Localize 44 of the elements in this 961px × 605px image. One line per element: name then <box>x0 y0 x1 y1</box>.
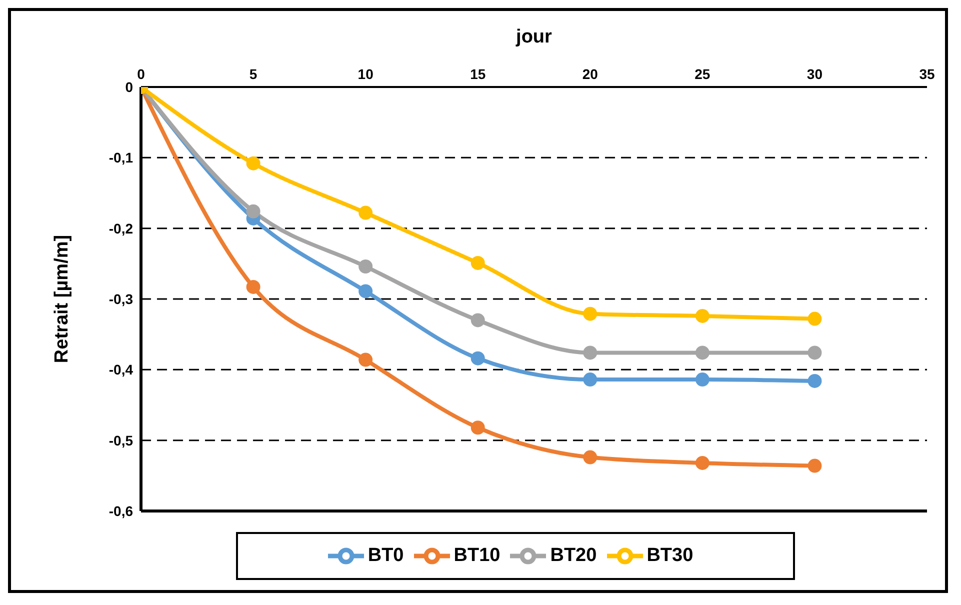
point <box>246 156 260 170</box>
point <box>808 312 822 326</box>
point <box>358 206 373 220</box>
point <box>808 458 822 473</box>
legend-label: BT20 <box>550 545 597 566</box>
point <box>246 204 260 218</box>
point <box>583 450 598 464</box>
point <box>695 346 710 360</box>
point <box>808 346 822 360</box>
point <box>695 456 710 470</box>
y-tick-label: -0,6 <box>108 502 134 519</box>
y-tick-label: -0,1 <box>108 150 134 166</box>
y-tick-label: -0,4 <box>108 362 134 378</box>
x-tick-label: 10 <box>358 66 374 82</box>
legend-label: BT10 <box>454 545 500 566</box>
y-tick-label: -0,3 <box>108 290 134 307</box>
x-tick-label: 20 <box>582 66 598 82</box>
x-tick-label: 35 <box>919 66 935 82</box>
x-tick-label: 5 <box>249 66 258 82</box>
x-tick-label: 0 <box>137 66 146 82</box>
y-tick-label: -0,2 <box>108 220 134 236</box>
point <box>583 346 598 360</box>
point <box>358 352 373 367</box>
y-tick-label: 0 <box>125 78 134 95</box>
point <box>470 313 485 328</box>
point <box>358 259 373 274</box>
x-tick-label: 15 <box>470 66 486 82</box>
x-axis-title: jour <box>515 26 553 48</box>
point <box>470 420 485 435</box>
point <box>470 351 485 366</box>
y-tick-label: -0,5 <box>108 432 134 448</box>
x-tick-label: 30 <box>806 66 823 82</box>
point <box>246 280 260 294</box>
y-axis-title: Retrait [µm/m] <box>52 234 73 364</box>
point <box>583 372 598 387</box>
point <box>470 256 485 270</box>
point <box>808 374 822 388</box>
x-tick-label: 25 <box>694 66 710 82</box>
point <box>358 284 373 298</box>
legend-label: BT0 <box>368 545 404 566</box>
point <box>695 372 710 387</box>
legend-label: BT30 <box>646 545 694 566</box>
point <box>695 308 710 323</box>
point <box>583 306 598 321</box>
